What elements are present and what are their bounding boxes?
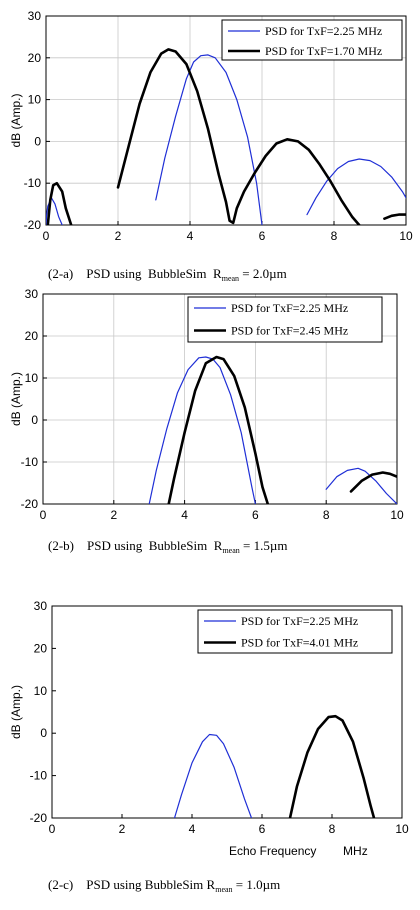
y-tick-label: 30 <box>28 9 42 23</box>
y-tick-label: -10 <box>21 455 39 469</box>
legend-label: PSD for TxF=2.25 MHz <box>265 24 382 38</box>
legend-label: PSD for TxF=2.25 MHz <box>231 301 348 315</box>
y-tick-label: 0 <box>34 134 41 148</box>
caption-value: = 1.5µm <box>240 538 288 553</box>
x-tick-label: 2 <box>110 508 117 522</box>
legend-label: PSD for TxF=2.25 MHz <box>241 614 358 628</box>
y-tick-label: -20 <box>21 497 39 511</box>
y-axis-label: dB (Amp.) <box>9 372 23 426</box>
figure-caption: (2-a) PSD using BubbleSim Rmean = 2.0µm <box>48 266 287 283</box>
x-tick-label: 4 <box>189 822 196 836</box>
x-tick-label: 8 <box>323 508 330 522</box>
legend-label: PSD for TxF=2.45 MHz <box>231 324 348 338</box>
y-tick-label: 20 <box>28 51 42 65</box>
svg-text:(2-c) PSD using BubbleSim R: (2-c) PSD using BubbleSim Rmean = 1.0µm <box>48 877 280 894</box>
legend: PSD for TxF=2.25 MHz PSD for TxF=4.01 MHz <box>197 609 393 654</box>
svg-text:(2-a) PSD using BubbleSim: (2-a) PSD using BubbleSim Rmean = 2.0µm <box>48 266 287 283</box>
caption-text: (2-a) PSD using BubbleSim R <box>48 266 222 281</box>
x-tick-label: 0 <box>43 229 50 243</box>
y-axis-label: dB (Amp.) <box>9 93 23 147</box>
x-tick-label: 10 <box>395 822 409 836</box>
caption-text: (2-b) PSD using BubbleSim R <box>48 538 223 553</box>
legend: PSD for TxF=2.25 MHz PSD for TxF=1.70 MHz <box>221 19 403 61</box>
figure-caption: (2-c) PSD using BubbleSim Rmean = 1.0µm <box>48 877 280 894</box>
y-tick-label: 30 <box>25 287 39 301</box>
caption-subscript: mean <box>222 274 239 283</box>
series-line-txf-2-45mhz <box>167 355 397 504</box>
series-line-txf-1-70mhz <box>46 48 406 225</box>
x-tick-label: 6 <box>259 822 266 836</box>
x-tick-label: 8 <box>331 229 338 243</box>
series-line-txf-2-25mhz <box>148 356 397 504</box>
x-tick-label: 10 <box>390 508 404 522</box>
figure-caption: (2-b) PSD using BubbleSim Rmean = 1.5µm <box>48 538 287 555</box>
x-tick-label: 8 <box>329 822 336 836</box>
y-tick-label: 10 <box>34 684 48 698</box>
y-tick-label: 0 <box>40 726 47 740</box>
caption-value: = 2.0µm <box>239 266 287 281</box>
x-tick-label: 2 <box>119 822 126 836</box>
x-tick-label: 6 <box>252 508 259 522</box>
plot-frame <box>42 293 398 505</box>
legend: PSD for TxF=2.25 MHz PSD for TxF=2.45 MHz <box>187 296 383 343</box>
y-tick-label: 10 <box>25 371 39 385</box>
svg-text:(2-b) PSD using BubbleSim: (2-b) PSD using BubbleSim Rmean = 1.5µm <box>48 538 287 555</box>
caption-value: = 1.0µm <box>233 877 281 892</box>
x-axis-label: Echo Frequency MHz <box>229 844 368 858</box>
x-tick-label: 6 <box>259 229 266 243</box>
x-tick-label: 2 <box>115 229 122 243</box>
y-tick-label: 30 <box>34 599 48 613</box>
y-axis-label: dB (Amp.) <box>9 685 23 739</box>
panel-2c: 0 2 4 6 8 10 -20 -10 0 10 20 30 dB (Amp.) Echo Freque… <box>9 599 409 894</box>
y-tick-label: 20 <box>25 329 39 343</box>
y-tick-label: -10 <box>24 176 42 190</box>
legend-label: PSD for TxF=1.70 MHz <box>265 44 382 58</box>
y-tick-label: -20 <box>24 218 42 232</box>
x-tick-label: 0 <box>40 508 47 522</box>
legend-label: PSD for TxF=4.01 MHz <box>241 636 358 650</box>
caption-subscript: mean <box>222 546 239 555</box>
x-tick-label: 4 <box>187 229 194 243</box>
plot-frame <box>45 15 407 226</box>
panel-2b: 0 2 4 6 8 10 -20 -10 0 10 20 30 dB (Amp.) PSD for TxF… <box>9 287 404 555</box>
y-tick-label: -20 <box>30 811 48 825</box>
series-line-txf-4-01mhz <box>288 714 376 818</box>
plot-frame <box>51 605 403 819</box>
x-tick-label: 0 <box>49 822 56 836</box>
y-tick-label: -10 <box>30 769 48 783</box>
x-tick-label: 4 <box>181 508 188 522</box>
panel-2a: 0 2 4 6 8 10 -20 -10 0 10 20 30 dB (Amp.) PSD for TxF… <box>9 9 413 283</box>
x-tick-label: 10 <box>399 229 413 243</box>
caption-text: (2-c) PSD using BubbleSim R <box>48 877 216 892</box>
series-line-txf-2-25mhz <box>173 733 253 818</box>
y-tick-label: 10 <box>28 93 42 107</box>
y-tick-label: 20 <box>34 641 48 655</box>
y-tick-label: 0 <box>31 413 38 427</box>
caption-subscript: mean <box>215 885 232 894</box>
